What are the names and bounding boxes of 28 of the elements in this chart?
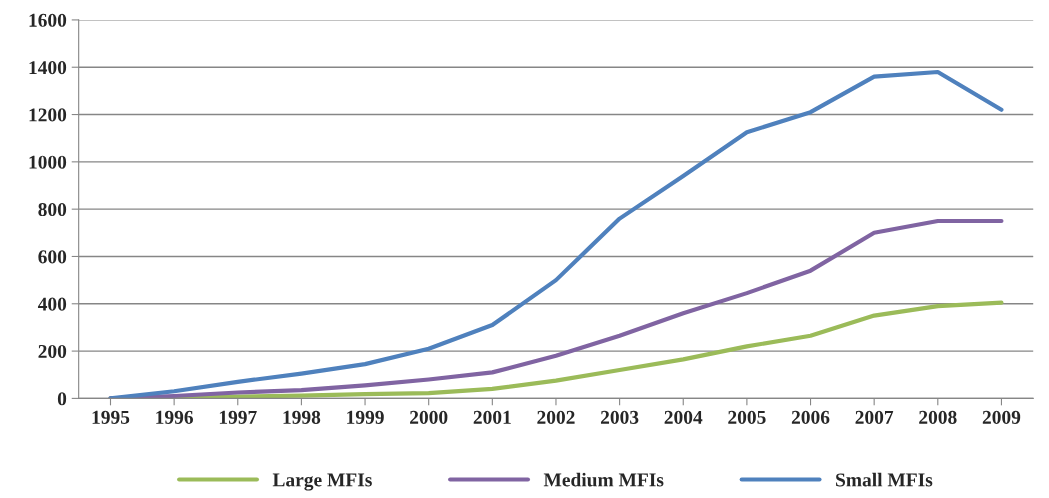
x-tick-label: 2006 bbox=[791, 410, 830, 424]
x-tick-label: 2005 bbox=[728, 410, 766, 424]
y-tick-label: 1600 bbox=[29, 13, 67, 27]
x-tick-label: 1998 bbox=[283, 410, 321, 424]
x-tick-label: 2001 bbox=[473, 410, 511, 424]
x-tick-label: 1996 bbox=[156, 410, 194, 424]
x-tick-label: 1997 bbox=[219, 410, 257, 424]
x-tick-label: 2000 bbox=[410, 410, 448, 424]
x-tick-label: 1995 bbox=[92, 410, 130, 424]
y-tick-label: 1200 bbox=[29, 108, 67, 122]
y-tick-label: 1000 bbox=[29, 155, 67, 169]
x-tick-label: 2002 bbox=[537, 410, 575, 424]
x-tick-label: 1999 bbox=[347, 410, 384, 424]
legend-label: Medium MFIs bbox=[543, 472, 664, 487]
x-tick-label: 2004 bbox=[664, 410, 703, 424]
x-tick-label: 2009 bbox=[982, 410, 1021, 424]
y-tick-label: 0 bbox=[57, 392, 67, 406]
y-tick-label: 600 bbox=[38, 250, 67, 264]
y-tick-label: 1400 bbox=[29, 61, 67, 75]
y-tick-label: 200 bbox=[38, 344, 67, 359]
legend-label: Large MFIs bbox=[272, 473, 372, 491]
y-tick-label: 400 bbox=[37, 297, 67, 311]
line-series bbox=[108, 69, 1004, 399]
x-tick-label: 2003 bbox=[600, 410, 639, 424]
legend-label: Small MFIs bbox=[836, 472, 933, 487]
x-tick-label: 2008 bbox=[919, 410, 957, 424]
x-tick-label: 2007 bbox=[855, 410, 894, 424]
y-tick-label: 800 bbox=[38, 202, 67, 217]
